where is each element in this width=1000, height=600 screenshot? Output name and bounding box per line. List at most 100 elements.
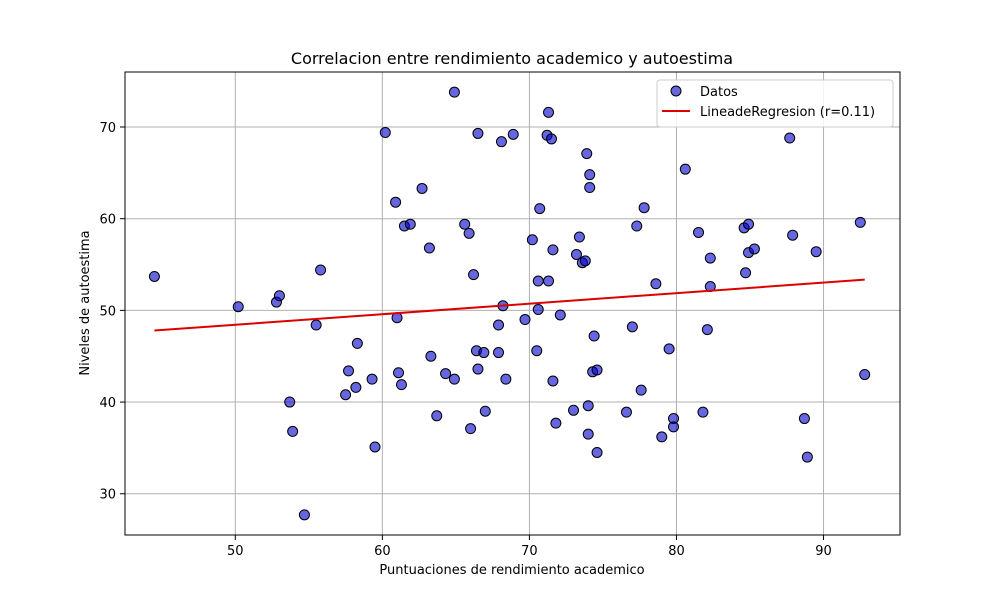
data-point (650, 278, 662, 290)
data-point (748, 243, 760, 255)
chart-title: Correlacion entre rendimiento academico … (291, 49, 733, 68)
data-point (656, 431, 668, 443)
data-point (668, 421, 680, 433)
data-point (369, 441, 381, 453)
legend-marker-datos (670, 85, 682, 97)
y-tick-label: 50 (99, 304, 116, 319)
data-point (351, 337, 363, 349)
data-point (440, 368, 452, 380)
data-point (693, 226, 705, 238)
data-point (584, 169, 596, 181)
data-point (532, 303, 544, 315)
data-point (801, 451, 813, 463)
data-point (810, 246, 822, 258)
data-point (635, 384, 647, 396)
data-point (638, 202, 650, 214)
data-point (459, 218, 471, 230)
x-tick-label: 80 (668, 544, 685, 559)
x-tick-label: 90 (815, 544, 832, 559)
data-point (431, 410, 443, 422)
data-point (284, 396, 296, 408)
data-point (591, 446, 603, 458)
data-point (287, 425, 299, 437)
legend-label-datos: Datos (700, 85, 738, 100)
legend-label-regression: LineadeRegresion (r=0.11) (700, 105, 875, 120)
data-point (591, 364, 603, 376)
data-point (679, 163, 691, 175)
data-point (582, 400, 594, 412)
plot-frame (124, 71, 901, 536)
data-point (859, 369, 871, 381)
data-point (507, 128, 519, 140)
data-point (468, 269, 480, 281)
data-point (581, 148, 593, 160)
regression-line-path (154, 278, 865, 332)
data-points (148, 86, 871, 521)
data-point (379, 127, 391, 139)
data-point (310, 319, 322, 331)
legend: Datos LineadeRegresion (r=0.11) (656, 79, 894, 128)
data-point (626, 321, 638, 333)
data-point (582, 428, 594, 440)
data-point (404, 218, 416, 230)
data-point (500, 373, 512, 385)
data-point (395, 379, 407, 391)
x-tick-label: 60 (374, 544, 391, 559)
data-point (545, 133, 557, 145)
data-point (416, 182, 428, 194)
data-point (570, 248, 582, 260)
data-point (620, 406, 632, 418)
y-axis-label: Niveles de autoestima (78, 230, 93, 375)
data-point (493, 319, 505, 331)
y-tick-label: 70 (99, 121, 116, 136)
x-axis-ticks: 50 60 70 80 90 (227, 535, 832, 559)
data-point (298, 509, 310, 521)
data-point (393, 367, 405, 379)
data-point (465, 423, 477, 435)
data-point (550, 417, 562, 429)
data-point (390, 196, 402, 208)
data-point (232, 301, 244, 313)
data-point (315, 264, 327, 276)
data-point (631, 220, 643, 232)
data-point (547, 375, 559, 387)
data-point (340, 389, 352, 401)
data-point (854, 216, 866, 228)
x-axis-label: Puntuaciones de rendimiento academico (379, 563, 644, 578)
y-tick-label: 60 (99, 213, 116, 228)
x-tick-label: 50 (227, 544, 244, 559)
y-tick-label: 40 (99, 396, 116, 411)
data-point (479, 405, 491, 417)
data-point (526, 234, 538, 246)
data-point (554, 309, 566, 321)
data-point (425, 350, 437, 362)
data-point (273, 290, 285, 302)
plot-area (125, 72, 900, 535)
data-point (343, 365, 355, 377)
data-point (532, 275, 544, 287)
data-point (740, 267, 752, 279)
data-point (798, 413, 810, 425)
data-point (493, 347, 505, 359)
data-point (579, 255, 591, 267)
data-point (547, 244, 559, 256)
data-point (423, 242, 435, 254)
data-point (534, 203, 546, 215)
data-point (588, 330, 600, 342)
data-point (463, 227, 475, 239)
x-tick-label: 70 (521, 544, 538, 559)
data-point (784, 132, 796, 144)
data-point (743, 218, 755, 230)
data-point (584, 182, 596, 194)
data-point (366, 373, 378, 385)
y-axis-ticks: 30 40 50 60 70 (99, 121, 125, 503)
data-point (472, 127, 484, 139)
data-point (148, 270, 160, 282)
data-point (543, 275, 555, 287)
regression-line (154, 278, 865, 332)
data-point (697, 406, 709, 418)
data-point (663, 343, 675, 355)
data-point (519, 314, 531, 326)
data-point (478, 347, 490, 359)
